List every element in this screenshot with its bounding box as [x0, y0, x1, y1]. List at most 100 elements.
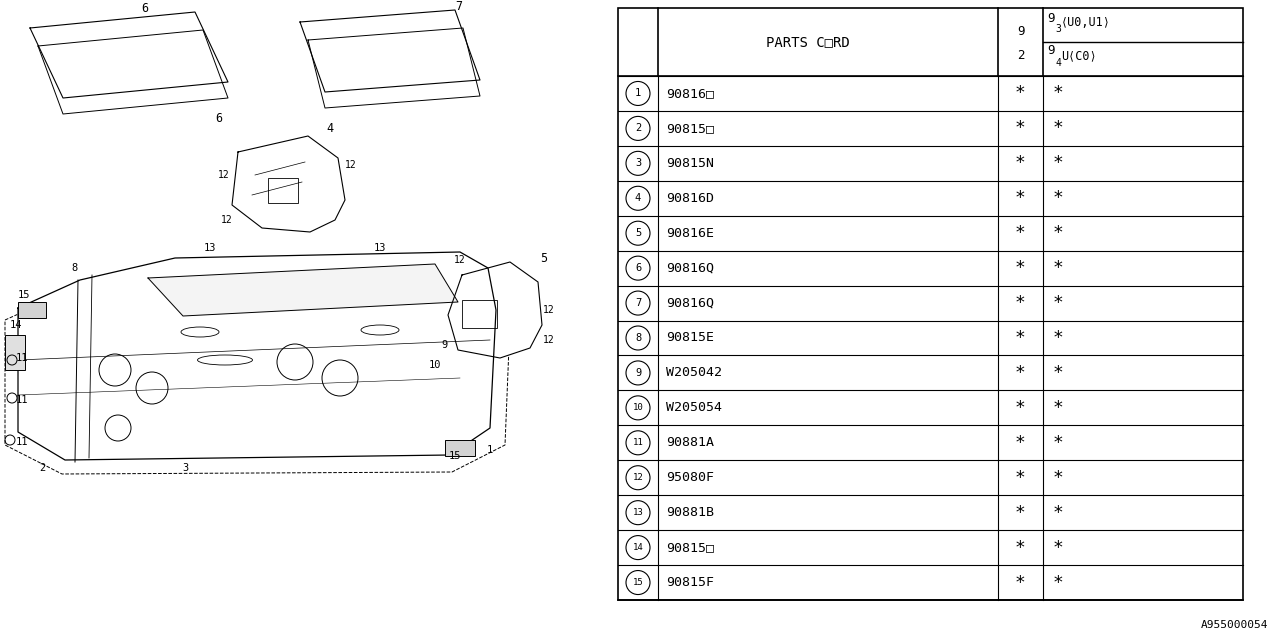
Text: 12: 12 — [219, 170, 230, 180]
Text: 11: 11 — [632, 438, 644, 447]
Text: 90815E: 90815E — [666, 332, 714, 344]
Polygon shape — [148, 264, 458, 316]
Text: *: * — [1015, 539, 1027, 557]
Polygon shape — [232, 136, 346, 232]
Bar — [618, 8, 1243, 600]
Text: *: * — [1053, 573, 1064, 591]
Text: 2: 2 — [1016, 49, 1024, 62]
Text: 11: 11 — [15, 353, 28, 363]
Text: 90815N: 90815N — [666, 157, 714, 170]
Text: *: * — [1015, 364, 1027, 382]
Text: A955000054: A955000054 — [1201, 620, 1268, 630]
Text: *: * — [1053, 399, 1064, 417]
Polygon shape — [300, 10, 480, 92]
Text: 12: 12 — [543, 335, 554, 345]
Text: 9: 9 — [442, 340, 448, 350]
Text: 9: 9 — [635, 368, 641, 378]
Text: *: * — [1053, 120, 1064, 138]
Text: *: * — [1015, 434, 1027, 452]
Text: *: * — [1015, 154, 1027, 172]
Polygon shape — [308, 28, 480, 108]
Text: *: * — [1053, 364, 1064, 382]
Text: 10: 10 — [632, 403, 644, 412]
Text: 1: 1 — [486, 445, 493, 455]
Text: *: * — [1053, 84, 1064, 102]
Text: 90815□: 90815□ — [666, 541, 714, 554]
Text: 9: 9 — [1047, 44, 1055, 57]
Text: 4: 4 — [1055, 58, 1061, 68]
Bar — [462, 300, 497, 328]
Text: 10: 10 — [429, 360, 442, 370]
Text: *: * — [1015, 189, 1027, 207]
Text: 90816Q: 90816Q — [666, 296, 714, 310]
Text: 11: 11 — [15, 395, 28, 405]
Text: *: * — [1015, 259, 1027, 277]
Text: 11: 11 — [15, 437, 28, 447]
Text: 13: 13 — [632, 508, 644, 517]
Text: 9: 9 — [1047, 12, 1055, 25]
Text: 14: 14 — [10, 320, 22, 330]
Text: 3: 3 — [1055, 24, 1061, 34]
Text: 6: 6 — [215, 111, 223, 125]
Polygon shape — [38, 30, 228, 114]
Text: 12: 12 — [543, 305, 554, 315]
Text: *: * — [1015, 573, 1027, 591]
Text: *: * — [1015, 294, 1027, 312]
Text: *: * — [1053, 259, 1064, 277]
Text: 4: 4 — [635, 193, 641, 204]
Text: 14: 14 — [632, 543, 644, 552]
Text: *: * — [1053, 294, 1064, 312]
Text: 2: 2 — [38, 463, 45, 473]
Bar — [5, 335, 26, 370]
Text: 1: 1 — [635, 88, 641, 99]
Text: 6: 6 — [141, 1, 148, 15]
Text: *: * — [1053, 154, 1064, 172]
Text: 5: 5 — [635, 228, 641, 238]
Text: 12: 12 — [454, 255, 466, 265]
Text: *: * — [1053, 539, 1064, 557]
Text: W205054: W205054 — [666, 401, 722, 414]
Text: *: * — [1015, 468, 1027, 487]
Text: PARTS C□RD: PARTS C□RD — [767, 35, 850, 49]
Text: ⟨U0,U1⟩: ⟨U0,U1⟩ — [1061, 16, 1111, 29]
Text: 12: 12 — [346, 160, 357, 170]
Text: *: * — [1015, 120, 1027, 138]
Text: *: * — [1053, 189, 1064, 207]
Text: *: * — [1015, 84, 1027, 102]
Polygon shape — [18, 252, 497, 460]
Text: 7: 7 — [635, 298, 641, 308]
Text: 12: 12 — [221, 215, 233, 225]
Text: *: * — [1015, 399, 1027, 417]
Text: 9: 9 — [1016, 26, 1024, 38]
Text: *: * — [1053, 329, 1064, 347]
Text: 90816D: 90816D — [666, 192, 714, 205]
Text: 4: 4 — [326, 122, 334, 134]
Text: 15: 15 — [449, 451, 461, 461]
Text: 90816Q: 90816Q — [666, 262, 714, 275]
Bar — [268, 178, 298, 203]
Text: 90881A: 90881A — [666, 436, 714, 449]
Text: W205042: W205042 — [666, 367, 722, 380]
Text: 13: 13 — [374, 243, 387, 253]
Text: *: * — [1053, 468, 1064, 487]
Text: 95080F: 95080F — [666, 471, 714, 484]
Text: 3: 3 — [635, 158, 641, 168]
Polygon shape — [29, 12, 228, 98]
Text: *: * — [1015, 504, 1027, 522]
Text: 90816□: 90816□ — [666, 87, 714, 100]
Text: U⟨C0⟩: U⟨C0⟩ — [1061, 50, 1097, 63]
Text: 90815□: 90815□ — [666, 122, 714, 135]
Text: 6: 6 — [635, 263, 641, 273]
Text: *: * — [1053, 434, 1064, 452]
Text: 15: 15 — [18, 290, 31, 300]
Text: 90881B: 90881B — [666, 506, 714, 519]
Text: 2: 2 — [635, 124, 641, 133]
Text: 8: 8 — [635, 333, 641, 343]
Text: 5: 5 — [540, 252, 547, 264]
Text: 13: 13 — [204, 243, 216, 253]
Text: *: * — [1053, 504, 1064, 522]
Bar — [18, 302, 46, 318]
Text: *: * — [1015, 224, 1027, 242]
Text: *: * — [1053, 224, 1064, 242]
Text: 8: 8 — [72, 263, 78, 273]
